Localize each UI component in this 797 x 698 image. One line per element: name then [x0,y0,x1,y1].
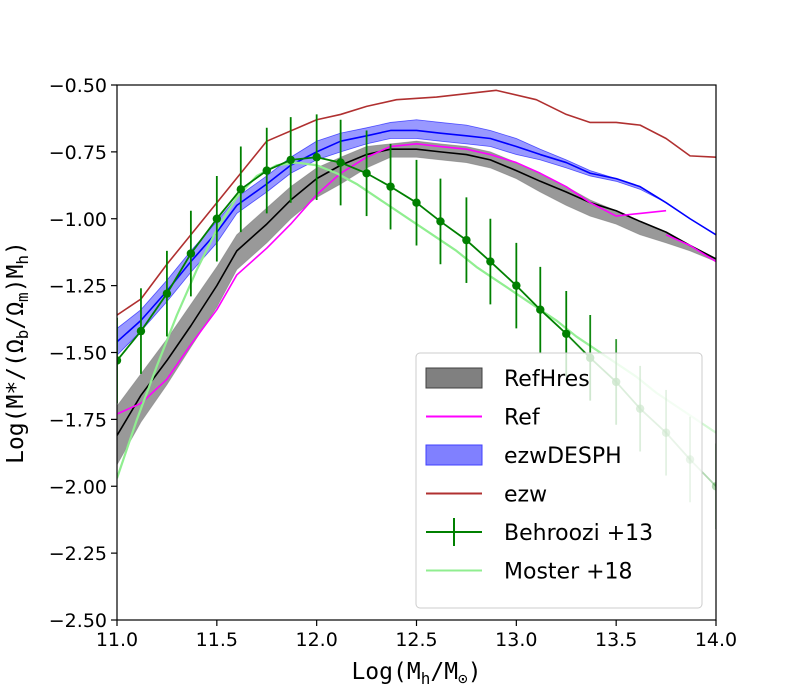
series-segment-behroozi-13 [515,284,541,311]
y-tick-label: −2.00 [49,476,107,498]
series-segment-behroozi-13 [390,185,417,204]
y-tick-label: −2.50 [49,610,107,632]
series-segment-behroozi-13 [340,161,367,175]
series-line-refhres [117,148,716,436]
series-line-ezw [117,89,716,316]
legend-label: RefHres [504,367,590,392]
data-point-behroozi-13 [711,482,716,491]
data-point-behroozi-13 [262,166,271,175]
legend-label: Ref [504,406,541,431]
series-segment-behroozi-13 [140,293,168,332]
y-tick-label: −1.75 [49,409,107,431]
y-ticks: −0.50 −0.75 −1.00 −1.25 −1.50 −1.75 −2.00 −2.25… [49,75,117,632]
x-axis-label: Log(Mh/M⊙) [351,659,481,688]
legend-item-moster-18: Moster +18 [426,560,633,585]
legend-item-refhres: RefHres [425,367,590,392]
data-point-behroozi-13 [212,214,222,223]
legend-item-behroozi-13: Behroozi +13 [426,518,653,546]
data-point-behroozi-13 [436,217,445,226]
series-segment-behroozi-13 [266,159,292,172]
series-segment-behroozi-13 [366,172,391,188]
series-segment-behroozi-13 [415,201,442,223]
band-refhres [117,140,716,466]
data-point-behroozi-13 [136,326,146,336]
series-segment-behroozi-13 [489,260,517,287]
series-line-ref-high-mass-tail [665,234,716,263]
y-tick-label: −1.25 [49,276,107,298]
data-point-behroozi-13 [462,235,471,245]
data-point-behroozi-13 [512,281,521,290]
data-point-behroozi-13 [362,169,371,178]
series-segment-behroozi-13 [290,156,317,161]
series-segment-behroozi-13 [539,309,567,335]
legend-item-ezwdesph: ezwDESPH [425,444,622,469]
y-tick-label: −2.25 [49,543,107,565]
data-point-behroozi-13 [412,198,421,207]
data-point-behroozi-13 [162,289,172,298]
legend-item-ezw: ezw [426,483,547,508]
series-segment-behroozi-13 [117,330,142,362]
legend-item-ref: Ref [426,406,541,431]
x-tick-label: 12.5 [395,629,437,651]
x-tick-label: 13.5 [595,629,637,651]
data-point-behroozi-13 [236,185,245,194]
data-point-behroozi-13 [117,356,122,365]
y-tick-label: −1.50 [49,343,107,365]
legend-box [415,352,703,609]
y-tick-label: −1.00 [49,209,107,231]
y-axis-label: Log(M*/(Ωb/Ωm)Mh) [3,241,32,464]
series-segment-behroozi-13 [439,220,467,241]
x-tick-label: 14.0 [695,629,737,651]
series-segment-behroozi-13 [166,253,192,295]
data-point-behroozi-13 [312,153,321,162]
y-tick-label: −0.75 [49,142,107,164]
data-point-behroozi-13 [486,257,495,266]
legend-label: Behroozi +13 [504,521,653,546]
x-tick-label: 12.0 [296,629,338,651]
y-tick-label: −0.50 [49,75,107,97]
series-segment-behroozi-13 [465,239,491,263]
x-tick-label: 11.5 [196,629,238,651]
data-point-behroozi-13 [286,155,295,165]
x-ticks: 11.0 11.5 12.0 12.5 13.0 13.5 14.0 [96,620,737,651]
legend-swatch [425,444,483,466]
series-segment-behroozi-13 [240,169,268,191]
data-point-behroozi-13 [562,329,571,338]
series-segment-behroozi-13 [216,188,242,220]
x-tick-label: 13.0 [495,629,537,651]
data-point-behroozi-13 [536,305,545,314]
legend: RefHres Ref ezwDESPH ezw Behroozi +13 Moster … [415,352,703,609]
x-tick-label: 11.0 [96,629,138,651]
data-point-behroozi-13 [386,182,395,191]
data-point-behroozi-13 [336,158,345,167]
data-point-behroozi-13 [186,249,196,258]
legend-label: ezw [504,483,547,508]
series-segment-behroozi-13 [190,218,218,255]
legend-swatch [425,367,483,389]
legend-label: ezwDESPH [504,444,622,469]
legend-label: Moster +18 [504,560,633,585]
